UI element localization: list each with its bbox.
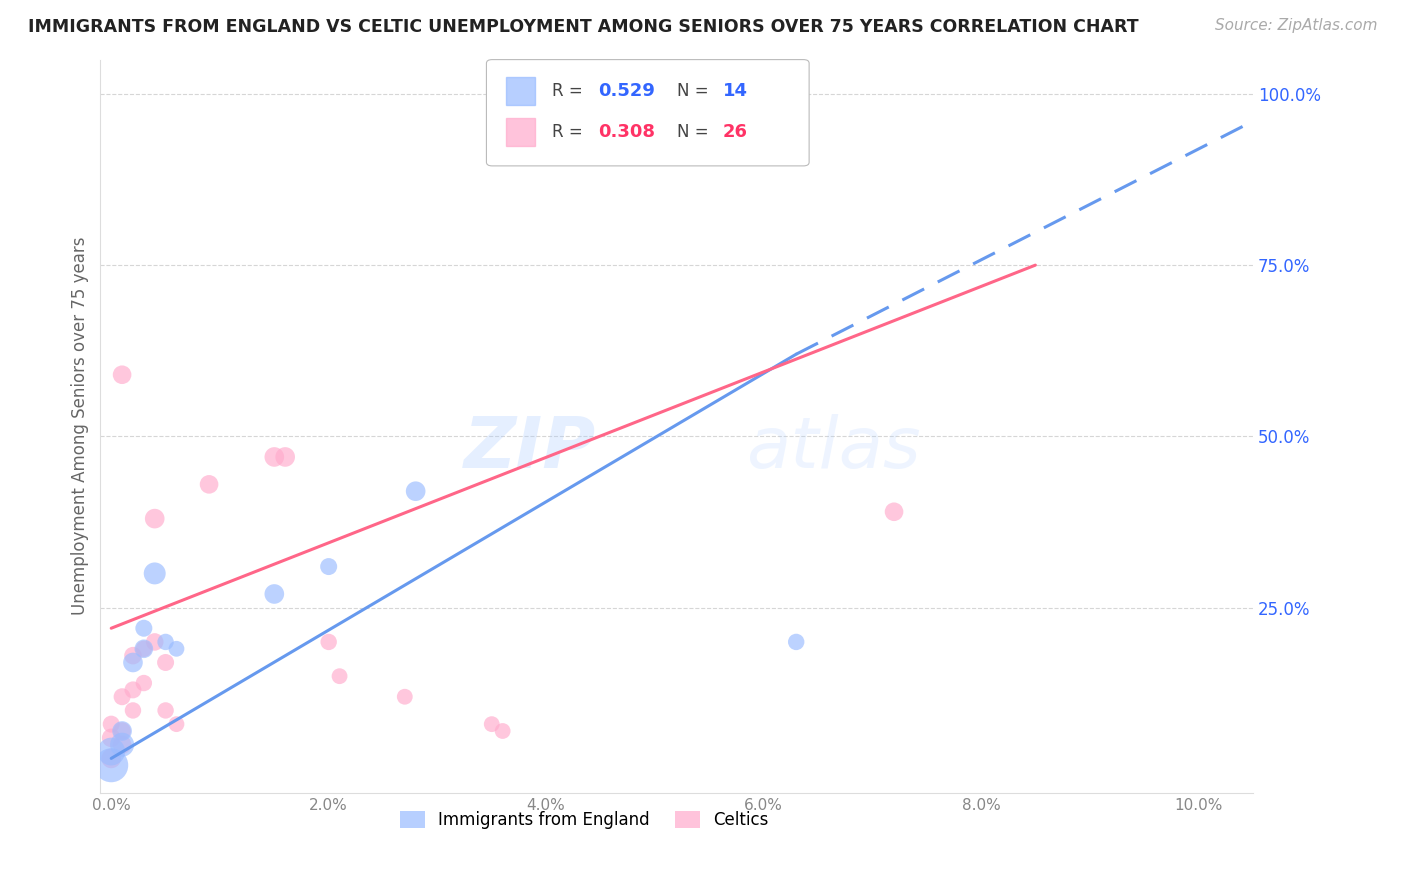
Point [143,511,166,525]
Point [318,635,340,649]
Point [198,477,221,491]
Text: IMMIGRANTS FROM ENGLAND VS CELTIC UNEMPLOYMENT AMONG SENIORS OVER 75 YEARS CORRE: IMMIGRANTS FROM ENGLAND VS CELTIC UNEMPL… [28,18,1139,36]
Y-axis label: Unemployment Among Seniors over 75 years: Unemployment Among Seniors over 75 years [72,237,89,615]
Text: N =: N = [676,82,713,100]
Text: R =: R = [553,82,588,100]
Point [122,703,145,717]
Point [100,717,122,731]
Point [274,450,297,464]
Bar [506,78,534,105]
Text: 0.308: 0.308 [598,123,655,141]
Bar [506,119,534,146]
Point [155,703,177,717]
Legend: Immigrants from England, Celtics: Immigrants from England, Celtics [394,804,775,836]
Point [111,690,134,704]
Point [100,745,122,759]
Point [166,641,188,656]
Point [491,724,513,739]
Point [122,682,145,697]
Point [318,559,340,574]
Point [481,717,503,731]
Text: atlas: atlas [745,414,921,483]
Point [166,717,188,731]
Point [100,758,122,772]
Point [328,669,350,683]
Point [111,738,134,752]
Point [132,621,155,635]
Point [785,635,807,649]
Point [132,676,155,690]
Point [132,641,155,656]
Point [883,505,905,519]
Point [100,731,122,745]
FancyBboxPatch shape [486,60,808,166]
Text: Source: ZipAtlas.com: Source: ZipAtlas.com [1215,18,1378,33]
Point [100,751,122,765]
Point [132,641,155,656]
Point [111,724,134,739]
Point [111,738,134,752]
Text: 26: 26 [723,123,748,141]
Text: N =: N = [676,123,713,141]
Point [155,635,177,649]
Point [143,635,166,649]
Point [405,484,427,499]
Point [122,656,145,670]
Point [155,656,177,670]
Text: ZIP: ZIP [464,414,596,483]
Point [263,587,285,601]
Point [263,450,285,464]
Text: 0.529: 0.529 [598,82,655,100]
Point [111,724,134,739]
Point [122,648,145,663]
Point [111,368,134,382]
Point [143,566,166,581]
Point [394,690,416,704]
Text: 14: 14 [723,82,748,100]
Text: R =: R = [553,123,588,141]
